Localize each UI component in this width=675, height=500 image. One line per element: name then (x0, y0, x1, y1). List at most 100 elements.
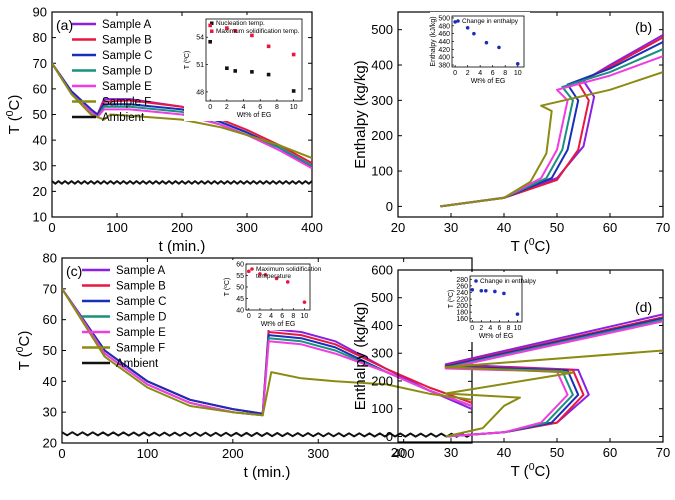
x-axis-label: T (0C) (511, 461, 551, 480)
legend-entry: Sample C (116, 296, 167, 308)
inset-point (493, 289, 497, 294)
inset-y-tick-label: 480 (438, 23, 450, 30)
inset-legend-entry: temperature (256, 273, 291, 280)
inset-x-tick-label: 0 (453, 70, 457, 77)
series-group (440, 34, 663, 208)
series-line-sample-f (444, 349, 663, 438)
legend-entry: Sample D (102, 66, 153, 78)
y-tick-label: 100 (371, 164, 393, 179)
inset-point (302, 300, 307, 304)
inset-x-label: Wt% of EG (237, 112, 272, 119)
legend-entry: Sample E (116, 327, 166, 339)
y-axis-label: T (0C) (14, 331, 33, 371)
inset-point (515, 312, 520, 316)
inset-y-tick-label: 54 (196, 35, 204, 42)
inset-legend-entry: Maximum solidification (256, 266, 322, 273)
inset-y-tick-label: 280 (456, 277, 468, 284)
inset-y-tick-label: 400 (438, 55, 450, 62)
inset-y-tick-label: 220 (456, 297, 468, 304)
series-line-sample-e (444, 320, 663, 438)
y-tick-label: 50 (33, 107, 47, 122)
series-line-sample-f (440, 71, 663, 208)
series-line-sample-f (52, 62, 312, 160)
x-tick-label: 50 (550, 445, 564, 460)
x-tick-label: 200 (222, 446, 244, 461)
inset-point (266, 44, 271, 49)
legend: Sample A Sample B Sample C Sample D Sample E… (72, 19, 153, 124)
y-tick-label: 0 (386, 429, 393, 444)
inset-y-tick-label: 50 (236, 285, 244, 292)
inset-legend-entry: Maximum solidification temp. (216, 28, 300, 35)
inset-point (470, 288, 475, 292)
y-tick-label: 70 (43, 281, 57, 296)
inset-point (472, 31, 476, 36)
inset-point (225, 66, 229, 70)
y-tick-label: 20 (33, 184, 47, 199)
legend-entry: Ambient (102, 112, 145, 124)
inset-point (502, 291, 506, 296)
x-tick-label: 400 (301, 220, 323, 235)
inset-x-tick-label: 6 (497, 325, 501, 332)
inset-y-tick-label: 460 (438, 31, 450, 38)
y-tick-label: 60 (43, 312, 57, 327)
y-tick-label: 50 (43, 343, 57, 358)
inset-legend-marker (456, 19, 460, 23)
y-tick-label: 200 (371, 128, 393, 143)
inset-point (225, 26, 229, 30)
legend-entry: Sample F (102, 97, 151, 109)
inset-x-tick-label: 10 (514, 325, 522, 332)
inset-y-label: T (0C) (447, 290, 456, 309)
inset-y-tick-label: 60 (236, 262, 244, 269)
y-tick-label: 60 (33, 81, 47, 96)
y-tick-label: 40 (33, 133, 47, 148)
inset-x-tick-label: 0 (247, 313, 251, 320)
y-tick-label: 400 (371, 318, 393, 333)
x-tick-label: 40 (497, 445, 511, 460)
inset-legend-entry: Change in enthalpy (480, 278, 537, 285)
inset-x-tick-label: 6 (491, 70, 495, 77)
inset-y-tick-label: 180 (456, 310, 468, 317)
y-tick-label: 500 (371, 22, 393, 37)
inset-x-tick-label: 0 (470, 325, 474, 332)
inset-x-label: Wt% of EG (471, 78, 506, 85)
x-tick-label: 20 (391, 220, 405, 235)
inset-point (233, 69, 238, 73)
inset-y-tick-label: 420 (438, 47, 450, 54)
legend-entry: Sample B (102, 35, 152, 47)
y-tick-label: 70 (33, 56, 47, 71)
inset-y-label: T (0C) (183, 51, 192, 70)
inset-chart: 0 2 4 6 8 10 40 45 50 55 60 Wt% of EG T (0C) Maximum … (223, 260, 322, 330)
x-tick-label: 0 (48, 220, 55, 235)
x-tick-label: 300 (236, 220, 258, 235)
inset-point (484, 40, 489, 45)
inset-y-tick-label: 48 (196, 89, 204, 96)
x-tick-label: 300 (307, 446, 329, 461)
inset-x-tick-label: 4 (242, 104, 246, 111)
plot-frame (397, 269, 664, 443)
inset-x-tick-label: 2 (479, 325, 483, 332)
inset-y-label: T (0C) (223, 278, 232, 297)
panel-label: (b) (635, 19, 652, 35)
y-axis-label: T (0C) (4, 95, 23, 135)
inset-x-tick-label: 10 (301, 313, 309, 320)
series-line-ambient (52, 180, 312, 185)
inset-y-tick-label: 45 (236, 296, 244, 303)
legend-entry: Sample E (102, 81, 152, 93)
x-tick-label: 20 (391, 445, 405, 460)
inset-x-tick-label: 4 (269, 313, 273, 320)
inset-y-tick-label: 240 (456, 290, 468, 297)
x-axis-label: t (min.) (244, 464, 291, 481)
y-tick-label: 80 (33, 30, 47, 45)
series-group (52, 62, 312, 185)
inset-legend-marker (210, 21, 214, 25)
inset-point (465, 25, 470, 30)
series-group (444, 313, 663, 438)
legend-entry: Sample B (116, 281, 166, 293)
series-line-sample-e (52, 62, 312, 170)
inset-point (285, 280, 290, 284)
inset-point (208, 23, 212, 28)
inset-x-label: Wt% of EG (479, 333, 514, 340)
inset-y-tick-label: 200 (456, 303, 468, 310)
inset-legend-marker (474, 279, 478, 283)
